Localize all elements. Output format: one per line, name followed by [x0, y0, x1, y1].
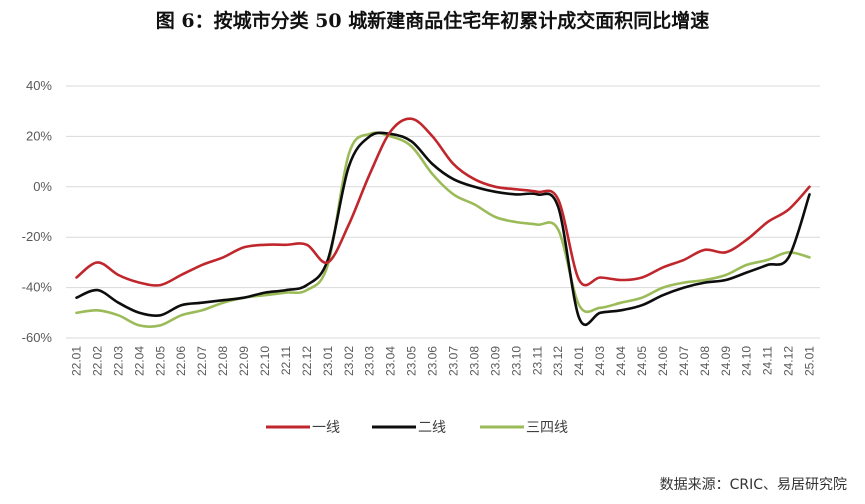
x-tick-label: 22.05 — [153, 346, 167, 376]
x-tick-label: 22.01 — [69, 346, 83, 376]
y-axis: 40% 20% 0% -20% -40% -60% — [22, 78, 53, 345]
x-tick-label: 22.10 — [258, 346, 272, 376]
x-tick-label: 24.12 — [782, 346, 796, 376]
legend-label: 一线 — [312, 420, 340, 436]
x-tick-label: 23.08 — [467, 346, 481, 376]
x-tick-label: 25.01 — [803, 346, 817, 376]
x-tick-label: 24.05 — [635, 346, 649, 376]
x-tick-label: 24.09 — [719, 346, 733, 376]
y-tick-label: -40% — [22, 280, 53, 295]
x-tick-label: 24.11 — [761, 346, 775, 375]
x-tick-label: 23.04 — [384, 346, 398, 376]
x-tick-label: 22.07 — [195, 346, 209, 376]
x-tick-label: 23.10 — [509, 346, 523, 376]
legend: 一线 二线 三四线 — [266, 420, 568, 436]
x-tick-label: 24.03 — [593, 346, 607, 376]
x-tick-label: 22.03 — [111, 346, 125, 376]
x-tick-label: 22.12 — [300, 346, 314, 376]
series-lines — [75, 117, 811, 328]
x-tick-label: 24.04 — [614, 346, 628, 376]
x-tick-label: 23.03 — [363, 346, 377, 376]
y-tick-label: 40% — [26, 78, 52, 93]
y-tick-label: -20% — [22, 229, 53, 244]
gridlines — [66, 85, 820, 339]
x-tick-label: 22.02 — [90, 346, 104, 376]
x-tick-label: 23.06 — [426, 346, 440, 376]
x-tick-label: 22.08 — [216, 346, 230, 376]
series-line-3 — [75, 131, 811, 328]
chart-title: 图 6：按城市分类 50 城新建商品住宅年初累计成交面积同比增速 — [155, 10, 710, 32]
y-tick-label: 20% — [26, 128, 52, 143]
x-tick-label: 23.02 — [342, 346, 356, 376]
x-tick-label: 24.01 — [572, 346, 586, 376]
series-line-1 — [75, 117, 811, 287]
legend-label: 三四线 — [526, 420, 568, 436]
x-tick-label: 23.09 — [488, 346, 502, 376]
x-tick-label: 24.10 — [740, 346, 754, 376]
x-tick-label: 22.04 — [132, 346, 146, 376]
x-tick-label: 23.05 — [405, 346, 419, 376]
series-line-2 — [75, 131, 811, 326]
x-tick-label: 24.08 — [698, 346, 712, 376]
y-tick-label: 0% — [33, 179, 52, 194]
x-axis: 22.01 22.02 22.03 22.04 22.05 22.06 22.07 22.08… — [69, 346, 816, 376]
x-tick-label: 22.06 — [174, 346, 188, 376]
x-tick-label: 23.12 — [551, 346, 565, 376]
x-tick-label: 22.09 — [237, 346, 251, 376]
legend-label: 二线 — [418, 420, 446, 436]
x-tick-label: 24.07 — [677, 346, 691, 376]
y-tick-label: -60% — [22, 330, 53, 345]
x-tick-label: 22.11 — [279, 346, 293, 375]
source-note: 数据来源：CRIC、易居研究院 — [659, 477, 847, 493]
x-tick-label: 24.06 — [656, 346, 670, 376]
x-tick-label: 23.07 — [446, 346, 460, 376]
x-tick-label: 23.11 — [530, 346, 544, 375]
x-tick-label: 23.01 — [321, 346, 335, 376]
